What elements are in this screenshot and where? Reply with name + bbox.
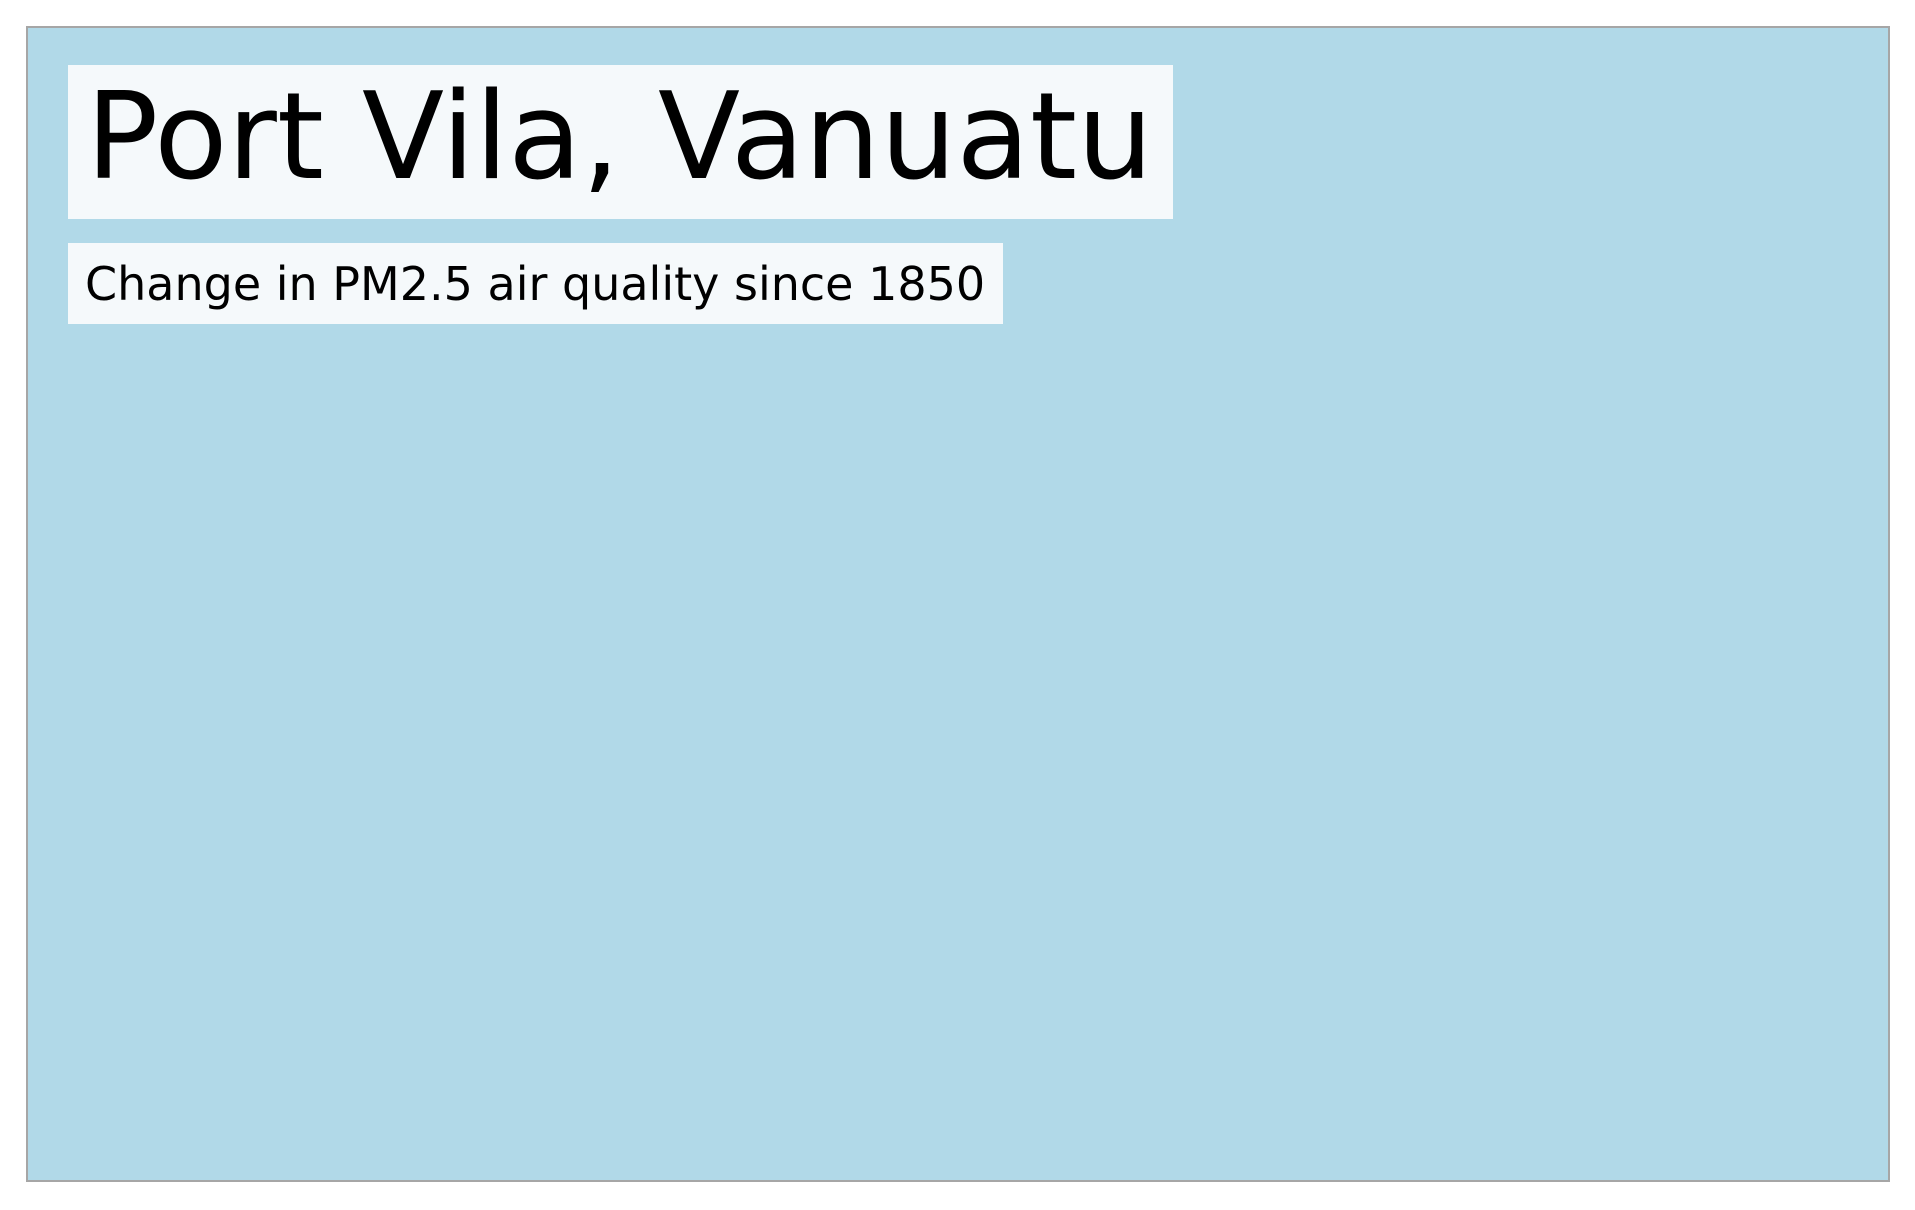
map-subtitle: Change in PM2.5 air quality since 1850 (85, 256, 986, 311)
map-title: Port Vila, Vanuatu (86, 68, 1154, 207)
subtitle-label-box: Change in PM2.5 air quality since 1850 (68, 243, 1004, 324)
map-canvas: Port Vila, Vanuatu Change in PM2.5 air q… (26, 26, 1890, 1182)
title-label-box: Port Vila, Vanuatu (68, 65, 1174, 219)
